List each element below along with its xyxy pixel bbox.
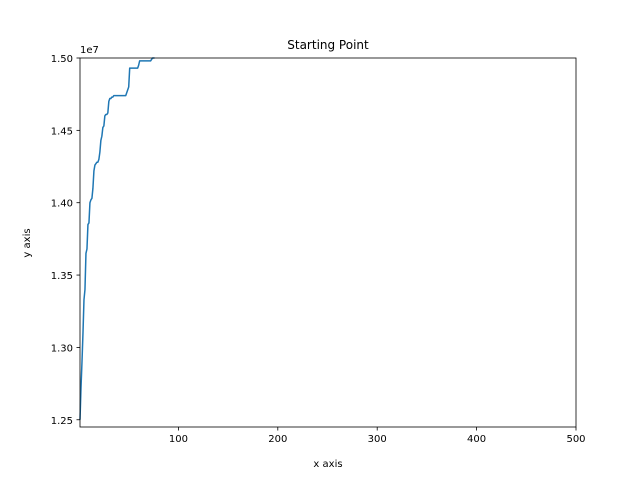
y-tick-label: 1.45 bbox=[51, 126, 73, 137]
x-tick-label: 300 bbox=[368, 434, 387, 445]
y-tick-label: 1.25 bbox=[51, 416, 73, 427]
x-tick-label: 100 bbox=[169, 434, 188, 445]
x-tick-label: 400 bbox=[467, 434, 486, 445]
y-axis-label: y axis bbox=[22, 228, 33, 257]
series-line-0 bbox=[79, 57, 155, 420]
y-tick-label: 1.40 bbox=[51, 199, 73, 210]
chart-title: Starting Point bbox=[287, 38, 369, 52]
x-axis-label: x axis bbox=[313, 459, 342, 470]
x-axis-ticks: 100 200 300 400 500 bbox=[169, 427, 586, 445]
x-tick-label: 200 bbox=[268, 434, 287, 445]
y-tick-label: 1.30 bbox=[51, 343, 73, 354]
x-tick-label: 500 bbox=[566, 434, 585, 445]
y-offset-text: 1e7 bbox=[80, 45, 99, 56]
plot-area bbox=[79, 57, 577, 428]
y-tick-label: 1.50 bbox=[51, 54, 73, 65]
axes-frame bbox=[79, 57, 577, 428]
y-tick-label: 1.35 bbox=[51, 271, 73, 282]
y-axis-ticks: 1.25 1.30 1.35 1.40 1.45 1.50 bbox=[51, 54, 80, 427]
